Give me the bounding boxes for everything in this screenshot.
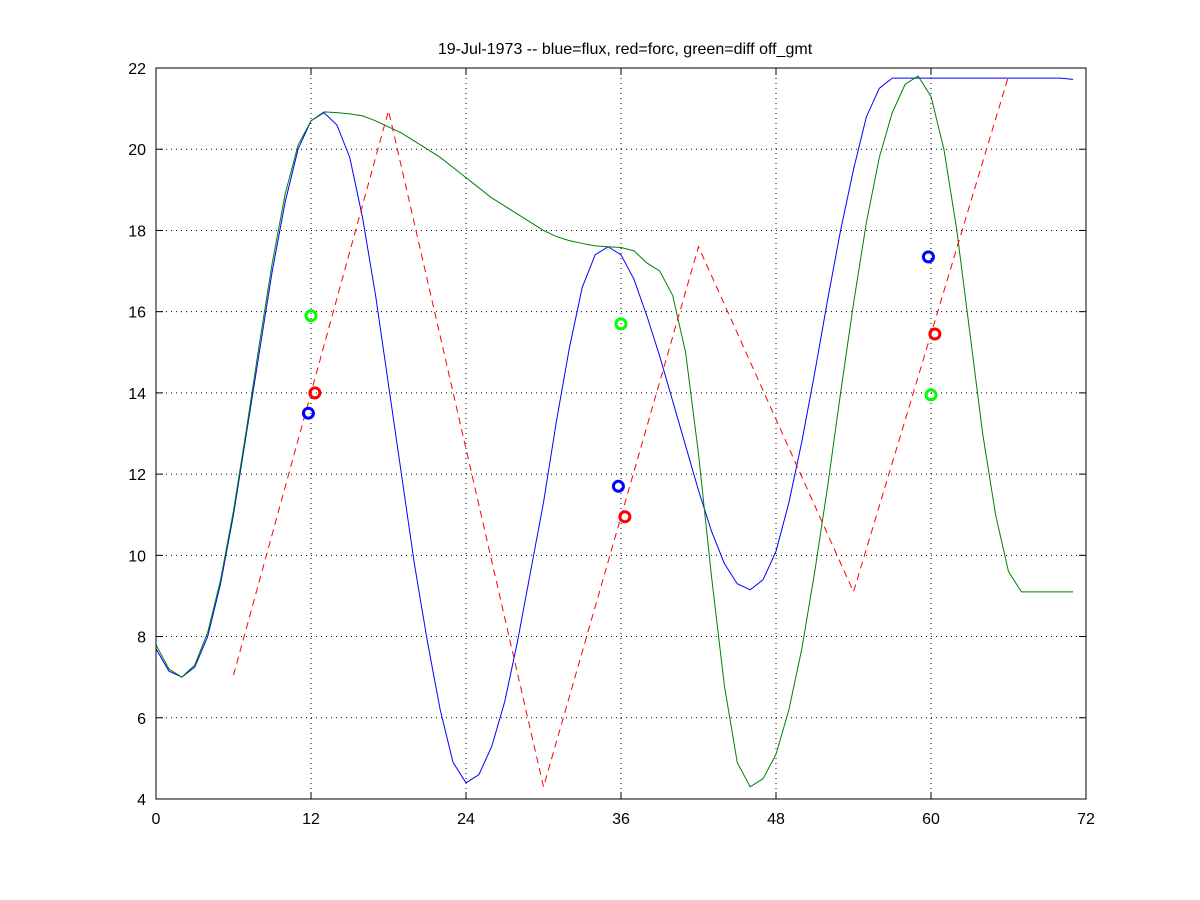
y-tick-label: 18 — [128, 223, 146, 240]
ticks: 0 12 24 36 48 60 72 4 6 8 10 12 14 16 18 20 22 — [128, 61, 1095, 828]
x-tick-label: 24 — [457, 811, 475, 828]
data-point-marker — [308, 386, 322, 400]
series-layer — [155, 75, 1074, 788]
data-point-marker — [614, 317, 628, 331]
x-tick-label: 60 — [922, 811, 940, 828]
x-tick-label: 48 — [767, 811, 785, 828]
data-point-marker — [301, 406, 315, 420]
series-line-1 — [155, 75, 1074, 788]
y-tick-label: 20 — [128, 142, 146, 159]
data-point-marker — [304, 309, 318, 323]
data-point-marker — [921, 250, 935, 264]
y-tick-label: 4 — [137, 792, 146, 809]
y-tick-label: 16 — [128, 305, 146, 322]
data-point-marker — [928, 327, 942, 341]
data-point-marker — [924, 388, 938, 402]
marker-layer — [301, 250, 942, 524]
y-tick-label: 6 — [137, 711, 146, 728]
data-point-marker — [611, 479, 625, 493]
grid — [156, 68, 1086, 799]
x-tick-label: 0 — [152, 811, 161, 828]
chart-title: 19-Jul-1973 -- blue=flux, red=forc, gree… — [438, 41, 813, 58]
y-tick-label: 14 — [128, 386, 146, 403]
data-point-marker — [618, 510, 632, 524]
x-tick-label: 36 — [612, 811, 630, 828]
x-tick-label: 12 — [302, 811, 320, 828]
x-tick-label: 72 — [1077, 811, 1095, 828]
y-tick-label: 8 — [137, 630, 146, 647]
y-tick-label: 22 — [128, 61, 146, 78]
y-tick-label: 10 — [128, 548, 146, 565]
series-line-2 — [233, 75, 1009, 787]
y-tick-label: 12 — [128, 467, 146, 484]
series-line-0 — [155, 77, 1074, 784]
